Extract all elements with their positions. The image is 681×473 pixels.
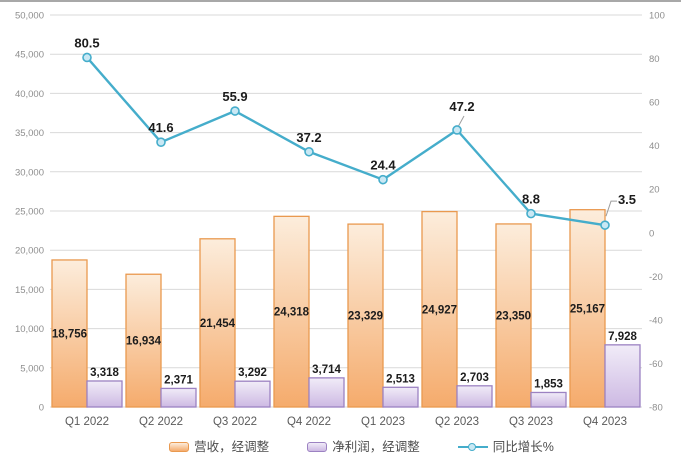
left-axis-tick-label: 50,000	[15, 11, 44, 22]
left-axis-tick-label: 30,000	[15, 167, 44, 178]
growth-line-swatch-icon	[457, 442, 488, 451]
revenue-value-label: 24,318	[274, 307, 310, 319]
left-axis-tick-label: 15,000	[15, 285, 44, 296]
x-axis-category-label: Q4 2022	[287, 416, 331, 428]
yoy-growth-line	[85, 56, 607, 227]
left-axis-tick-label: 20,000	[15, 246, 44, 257]
revenue-bar	[199, 238, 236, 408]
right-axis-tick-label: -20	[649, 272, 663, 283]
net-profit-bar	[160, 387, 197, 408]
growth-marker-icon	[467, 442, 476, 451]
revenue-value-label: 16,934	[126, 336, 162, 348]
yoy-growth-marker	[378, 174, 388, 185]
chart-top-border	[0, 0, 681, 2]
net-profit-value-label: 2,703	[460, 372, 489, 384]
revenue-bar	[347, 223, 384, 408]
x-axis-category-label: Q2 2022	[139, 416, 183, 428]
revenue-bar	[495, 223, 532, 408]
x-axis-category-label: Q3 2022	[213, 416, 257, 428]
net-profit-value-label: 3,714	[312, 364, 341, 376]
revenue-value-label: 21,454	[200, 318, 236, 330]
yoy-growth-value-label: 24.4	[370, 158, 396, 173]
yoy-growth-marker	[600, 220, 610, 230]
x-axis-category-label: Q2 2023	[435, 416, 479, 428]
label-leader-line	[605, 200, 617, 217]
left-axis-tick-label: 10,000	[15, 324, 44, 335]
revenue-value-label: 23,329	[348, 311, 383, 323]
right-axis-tick-label: -80	[649, 403, 663, 414]
yoy-growth-value-label: 41.6	[148, 120, 173, 135]
yoy-growth-marker	[156, 137, 166, 147]
net-profit-value-label: 3,318	[90, 367, 119, 379]
legend-item-revenue: 营收，经调整	[169, 440, 269, 454]
net-profit-value-label: 3,292	[238, 367, 267, 379]
revenue-value-label: 24,927	[422, 304, 457, 316]
revenue-value-label: 23,350	[496, 310, 531, 322]
legend-label-revenue: 营收，经调整	[194, 440, 270, 454]
left-axis-tick-label: 0	[39, 403, 44, 414]
right-axis-tick-label: -40	[649, 315, 663, 326]
legend-label-yoy-growth: 同比增长%	[492, 440, 554, 454]
left-axis-tick-label: 35,000	[15, 128, 44, 139]
net-profit-bar	[234, 380, 271, 408]
yoy-growth-value-label: 47.2	[449, 99, 474, 114]
net-profit-bar	[308, 377, 345, 408]
x-axis-category-label: Q3 2023	[509, 416, 553, 428]
net-profit-bar	[382, 386, 419, 408]
revenue-bar	[51, 259, 88, 408]
revenue-value-label: 18,756	[52, 328, 87, 340]
legend-label-net-profit: 净利润，经调整	[332, 440, 420, 454]
yoy-growth-marker	[230, 106, 240, 116]
legend-item-net-profit: 净利润，经调整	[307, 440, 420, 454]
net-profit-value-label: 2,513	[386, 373, 415, 385]
revenue-swatch-icon	[169, 442, 190, 452]
right-axis-tick-label: 0	[649, 228, 654, 239]
yoy-growth-marker	[526, 208, 536, 219]
right-axis-tick-label: 20	[649, 185, 660, 196]
net-profit-value-label: 7,928	[608, 331, 637, 343]
yoy-growth-marker	[304, 146, 314, 157]
left-axis-tick-label: 45,000	[15, 50, 44, 61]
yoy-growth-value-label: 55.9	[222, 89, 247, 104]
net-profit-bar	[530, 391, 567, 408]
chart-legend: 营收，经调整 净利润，经调整 同比增长%	[0, 440, 681, 454]
x-axis-category-label: Q4 2023	[583, 416, 627, 428]
revenue-bar	[569, 209, 606, 408]
right-axis-tick-label: 80	[649, 54, 660, 65]
yoy-growth-value-label: 8.8	[522, 192, 540, 207]
net-profit-value-label: 2,371	[164, 374, 193, 386]
yoy-growth-value-label: 80.5	[74, 35, 99, 50]
yoy-growth-value-label: 37.2	[296, 130, 321, 145]
net-profit-swatch-icon	[307, 442, 328, 452]
revenue-bar	[273, 215, 310, 408]
legend-item-yoy-growth: 同比增长%	[457, 440, 554, 454]
right-axis-tick-label: 60	[649, 98, 660, 109]
revenue-value-label: 25,167	[570, 303, 605, 315]
net-profit-bar	[604, 344, 641, 408]
left-axis-tick-label: 5,000	[20, 363, 44, 374]
revenue-bar	[421, 210, 458, 408]
left-axis-tick-label: 25,000	[15, 207, 44, 218]
revenue-bar	[125, 273, 162, 408]
net-profit-value-label: 1,853	[534, 378, 563, 390]
x-axis-category-label: Q1 2022	[65, 416, 109, 428]
x-axis-category-label: Q1 2023	[361, 416, 405, 428]
right-axis-tick-label: -60	[649, 359, 663, 370]
right-axis-tick-label: 100	[649, 11, 665, 22]
yoy-growth-value-label: 3.5	[618, 192, 636, 207]
label-leader-line	[458, 115, 465, 127]
yoy-growth-marker	[82, 52, 92, 63]
yoy-growth-marker	[452, 125, 462, 135]
right-axis-tick-label: 40	[649, 141, 660, 152]
left-axis-tick-label: 40,000	[15, 89, 44, 100]
net-profit-bar	[456, 385, 493, 408]
net-profit-bar	[86, 380, 123, 408]
